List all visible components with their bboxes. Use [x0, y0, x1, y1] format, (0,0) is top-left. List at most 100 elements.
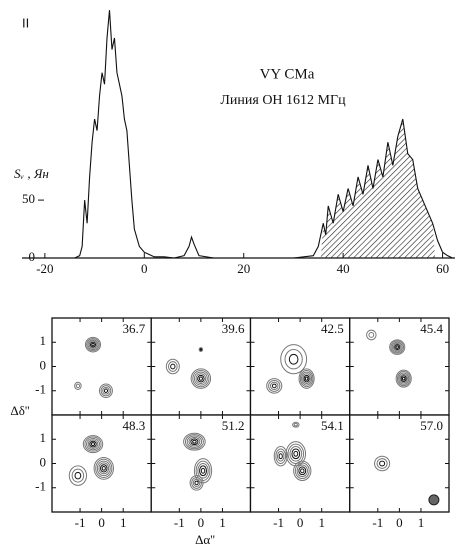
contour [292, 421, 300, 428]
y-tick-label: 1 [40, 333, 47, 348]
contour [389, 339, 406, 355]
y-axis-label: Sᵥ , Ян [14, 166, 49, 181]
contour [103, 388, 109, 393]
contour [93, 456, 114, 480]
contour [398, 372, 410, 385]
chart-title: VY CMa [260, 66, 315, 82]
contour [193, 371, 208, 386]
contour [266, 378, 283, 394]
y-tick-label: 50 [22, 191, 35, 206]
contour [293, 460, 312, 481]
contour [287, 443, 305, 464]
contour [195, 373, 207, 384]
contour [183, 432, 206, 451]
contour [269, 381, 279, 391]
contour [296, 464, 308, 478]
contour [74, 381, 82, 391]
x-tick-label: 0 [396, 515, 403, 530]
contour [395, 345, 399, 349]
contour [374, 455, 391, 472]
contour [100, 464, 108, 473]
contour [285, 441, 307, 467]
contour [86, 338, 100, 352]
y-tick-label: -1 [35, 382, 46, 397]
contour [394, 344, 401, 351]
contour [91, 342, 95, 347]
contour [298, 466, 307, 476]
x-tick-label: 1 [219, 515, 226, 530]
contour [293, 450, 299, 457]
x-tick-label: 20 [237, 261, 250, 276]
velocity-label: 45.4 [420, 321, 443, 336]
contour [275, 448, 287, 465]
contour [88, 340, 98, 349]
contour [90, 442, 96, 447]
contour [268, 379, 281, 392]
contour [102, 386, 110, 395]
contour [293, 422, 298, 427]
contour [299, 370, 314, 388]
velocity-label: 51.2 [222, 418, 245, 433]
contour [68, 465, 88, 486]
y-tick-label: 0 [29, 249, 36, 264]
contour [376, 458, 388, 469]
x-tick-label: 0 [198, 515, 205, 530]
contour [391, 341, 403, 353]
velocity-label: 36.7 [123, 321, 146, 336]
panels-x-label: Δα'' [195, 532, 215, 547]
contour [300, 468, 305, 474]
y-tick-label: 1 [40, 430, 47, 445]
contour [197, 374, 205, 383]
contour [276, 450, 285, 462]
contour [82, 435, 104, 454]
contour [190, 368, 212, 389]
contour [89, 440, 97, 448]
x-tick-label: 0 [141, 261, 148, 276]
x-tick-label: -1 [273, 515, 284, 530]
contour [186, 435, 203, 448]
contour [273, 446, 288, 467]
contour [291, 448, 301, 460]
velocity-label: 48.3 [123, 418, 146, 433]
contour [101, 466, 106, 471]
contour [98, 462, 110, 475]
contour [194, 480, 199, 486]
contour [390, 340, 405, 354]
contour [379, 460, 386, 467]
contour [191, 476, 202, 489]
contour [84, 336, 102, 353]
contour [87, 439, 99, 449]
contour [368, 332, 375, 338]
x-tick-label: 1 [120, 515, 127, 530]
contour [278, 453, 283, 460]
map-panel [249, 317, 351, 416]
contour [304, 376, 309, 381]
contour [74, 471, 82, 480]
contour [280, 344, 308, 375]
contour [96, 460, 111, 477]
contour [100, 385, 112, 397]
contour [192, 439, 197, 444]
contour [192, 370, 210, 388]
contour [399, 373, 408, 384]
velocity-label: 42.5 [321, 321, 344, 336]
contour [395, 369, 412, 388]
contour [192, 478, 201, 488]
panels-y-label: Δδ'' [10, 403, 29, 418]
contour [98, 383, 113, 399]
y-tick-label: -1 [35, 479, 46, 494]
contour [170, 363, 176, 370]
contour [86, 437, 100, 451]
contour [197, 463, 209, 479]
contour [165, 358, 180, 375]
contour [288, 353, 299, 365]
contour [89, 341, 97, 348]
x-tick-label: 1 [418, 515, 425, 530]
chart-subtitle: Линия OH 1612 МГц [220, 93, 346, 108]
contour [199, 465, 207, 477]
contour [301, 371, 313, 386]
x-tick-label: 0 [297, 515, 304, 530]
contour [396, 371, 411, 387]
contour [271, 383, 277, 389]
